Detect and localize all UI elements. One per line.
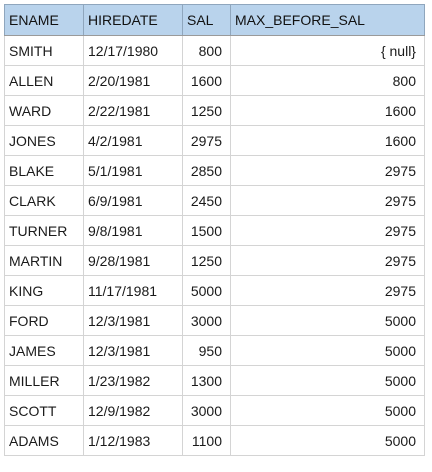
cell-max-before-sal[interactable]: 5000 bbox=[230, 425, 425, 456]
table-row[interactable]: JONES 4/2/1981 2975 1600 bbox=[4, 125, 425, 156]
cell-hiredate[interactable]: 5/1/1981 bbox=[83, 155, 183, 186]
cell-max-before-sal[interactable]: 2975 bbox=[230, 275, 425, 306]
result-grid-header: ENAME HIREDATE SAL MAX_BEFORE_SAL bbox=[4, 4, 425, 36]
cell-sal[interactable]: 1250 bbox=[182, 245, 231, 276]
table-row[interactable]: ADAMS 1/12/1983 1100 5000 bbox=[4, 425, 425, 456]
table-row[interactable]: MILLER 1/23/1982 1300 5000 bbox=[4, 365, 425, 396]
table-row[interactable]: SMITH 12/17/1980 800{ null} bbox=[4, 35, 425, 66]
cell-hiredate[interactable]: 6/9/1981 bbox=[83, 185, 183, 216]
table-row[interactable]: WARD 2/22/1981 1250 1600 bbox=[4, 95, 425, 126]
cell-hiredate[interactable]: 1/12/1983 bbox=[83, 425, 183, 456]
column-header-hiredate[interactable]: HIREDATE bbox=[83, 4, 183, 36]
cell-max-before-sal[interactable]: 1600 bbox=[230, 95, 425, 126]
cell-ename[interactable]: JAMES bbox=[4, 335, 84, 366]
cell-hiredate[interactable]: 12/3/1981 bbox=[83, 305, 183, 336]
cell-hiredate[interactable]: 9/28/1981 bbox=[83, 245, 183, 276]
cell-max-before-sal[interactable]: 2975 bbox=[230, 215, 425, 246]
cell-hiredate[interactable]: 11/17/1981 bbox=[83, 275, 183, 306]
table-row[interactable]: KING 11/17/1981 5000 2975 bbox=[4, 275, 425, 306]
cell-max-before-sal[interactable]: 5000 bbox=[230, 365, 425, 396]
result-grid-container: ENAME HIREDATE SAL MAX_BEFORE_SAL SMITH 1… bbox=[4, 4, 425, 456]
cell-sal[interactable]: 1500 bbox=[182, 215, 231, 246]
cell-hiredate[interactable]: 12/3/1981 bbox=[83, 335, 183, 366]
cell-sal[interactable]: 1250 bbox=[182, 95, 231, 126]
cell-max-before-sal[interactable]: 5000 bbox=[230, 305, 425, 336]
table-row[interactable]: MARTIN 9/28/1981 1250 2975 bbox=[4, 245, 425, 276]
cell-max-before-sal[interactable]: 800 bbox=[230, 65, 425, 96]
table-row[interactable]: JAMES 12/3/1981 950 5000 bbox=[4, 335, 425, 366]
cell-sal[interactable]: 1600 bbox=[182, 65, 231, 96]
table-row[interactable]: FORD 12/3/1981 3000 5000 bbox=[4, 305, 425, 336]
cell-ename[interactable]: MARTIN bbox=[4, 245, 84, 276]
cell-ename[interactable]: ADAMS bbox=[4, 425, 84, 456]
cell-sal[interactable]: 5000 bbox=[182, 275, 231, 306]
result-grid: ENAME HIREDATE SAL MAX_BEFORE_SAL SMITH 1… bbox=[4, 4, 425, 456]
cell-ename[interactable]: JONES bbox=[4, 125, 84, 156]
cell-sal[interactable]: 2450 bbox=[182, 185, 231, 216]
header-row: ENAME HIREDATE SAL MAX_BEFORE_SAL bbox=[4, 4, 425, 36]
cell-ename[interactable]: WARD bbox=[4, 95, 84, 126]
column-header-max-before-sal[interactable]: MAX_BEFORE_SAL bbox=[230, 4, 425, 36]
cell-sal[interactable]: 1300 bbox=[182, 365, 231, 396]
cell-sal[interactable]: 3000 bbox=[182, 305, 231, 336]
cell-max-before-sal[interactable]: 2975 bbox=[230, 245, 425, 276]
cell-hiredate[interactable]: 1/23/1982 bbox=[83, 365, 183, 396]
cell-hiredate[interactable]: 4/2/1981 bbox=[83, 125, 183, 156]
table-row[interactable]: SCOTT 12/9/1982 3000 5000 bbox=[4, 395, 425, 426]
table-row[interactable]: TURNER 9/8/1981 1500 2975 bbox=[4, 215, 425, 246]
cell-ename[interactable]: SCOTT bbox=[4, 395, 84, 426]
cell-ename[interactable]: ALLEN bbox=[4, 65, 84, 96]
cell-max-before-sal[interactable]: 5000 bbox=[230, 395, 425, 426]
cell-sal[interactable]: 3000 bbox=[182, 395, 231, 426]
cell-hiredate[interactable]: 9/8/1981 bbox=[83, 215, 183, 246]
cell-sal[interactable]: 2850 bbox=[182, 155, 231, 186]
table-row[interactable]: ALLEN 2/20/1981 1600 800 bbox=[4, 65, 425, 96]
cell-ename[interactable]: SMITH bbox=[4, 35, 84, 66]
cell-sal[interactable]: 800 bbox=[182, 35, 231, 66]
table-row[interactable]: BLAKE 5/1/1981 2850 2975 bbox=[4, 155, 425, 186]
cell-hiredate[interactable]: 12/17/1980 bbox=[83, 35, 183, 66]
cell-max-before-sal[interactable]: 5000 bbox=[230, 335, 425, 366]
cell-ename[interactable]: BLAKE bbox=[4, 155, 84, 186]
cell-ename[interactable]: TURNER bbox=[4, 215, 84, 246]
cell-max-before-sal[interactable]: { null} bbox=[230, 35, 425, 66]
cell-ename[interactable]: KING bbox=[4, 275, 84, 306]
cell-hiredate[interactable]: 12/9/1982 bbox=[83, 395, 183, 426]
cell-sal[interactable]: 950 bbox=[182, 335, 231, 366]
cell-max-before-sal[interactable]: 2975 bbox=[230, 155, 425, 186]
table-row[interactable]: CLARK 6/9/1981 2450 2975 bbox=[4, 185, 425, 216]
cell-ename[interactable]: CLARK bbox=[4, 185, 84, 216]
cell-hiredate[interactable]: 2/22/1981 bbox=[83, 95, 183, 126]
cell-hiredate[interactable]: 2/20/1981 bbox=[83, 65, 183, 96]
cell-ename[interactable]: MILLER bbox=[4, 365, 84, 396]
cell-max-before-sal[interactable]: 2975 bbox=[230, 185, 425, 216]
cell-sal[interactable]: 1100 bbox=[182, 425, 231, 456]
cell-max-before-sal[interactable]: 1600 bbox=[230, 125, 425, 156]
cell-sal[interactable]: 2975 bbox=[182, 125, 231, 156]
column-header-ename[interactable]: ENAME bbox=[4, 4, 84, 36]
column-header-sal[interactable]: SAL bbox=[182, 4, 231, 36]
cell-ename[interactable]: FORD bbox=[4, 305, 84, 336]
result-grid-body: SMITH 12/17/1980 800{ null} ALLEN 2/20/1981 1… bbox=[4, 35, 425, 456]
